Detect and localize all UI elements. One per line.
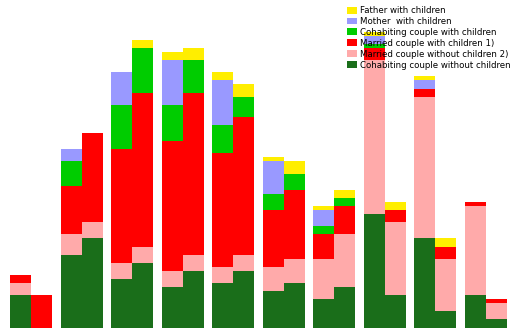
Bar — [263, 291, 284, 328]
Bar — [82, 133, 103, 222]
Bar — [60, 255, 82, 328]
Bar — [233, 117, 254, 255]
Bar — [385, 202, 406, 210]
Bar — [414, 97, 435, 238]
Bar — [414, 80, 435, 88]
Bar — [233, 255, 254, 271]
Bar — [385, 222, 406, 295]
Bar — [284, 283, 305, 328]
Bar — [60, 162, 82, 186]
Legend: Father with children, Mother  with children, Cohabiting couple with children, Ma: Father with children, Mother with childr… — [346, 4, 513, 71]
Bar — [435, 247, 457, 259]
Bar — [111, 149, 132, 263]
Bar — [161, 52, 183, 60]
Bar — [10, 283, 31, 295]
Bar — [435, 311, 457, 328]
Bar — [132, 40, 154, 48]
Bar — [363, 214, 385, 328]
Bar — [212, 72, 233, 80]
Bar — [183, 93, 204, 255]
Bar — [212, 153, 233, 267]
Bar — [233, 271, 254, 328]
Bar — [363, 36, 385, 44]
Bar — [334, 206, 356, 234]
Bar — [284, 259, 305, 283]
Bar — [263, 194, 284, 210]
Bar — [132, 247, 154, 263]
Bar — [233, 84, 254, 97]
Bar — [161, 60, 183, 105]
Bar — [161, 105, 183, 141]
Bar — [334, 287, 356, 328]
Bar — [465, 295, 486, 328]
Bar — [111, 279, 132, 328]
Bar — [111, 105, 132, 149]
Bar — [313, 226, 334, 234]
Bar — [465, 206, 486, 295]
Bar — [363, 44, 385, 48]
Bar — [284, 173, 305, 190]
Bar — [82, 238, 103, 328]
Bar — [212, 283, 233, 328]
Bar — [284, 162, 305, 173]
Bar — [60, 186, 82, 234]
Bar — [486, 303, 507, 319]
Bar — [233, 97, 254, 117]
Bar — [263, 158, 284, 162]
Bar — [132, 93, 154, 247]
Bar — [263, 267, 284, 291]
Bar — [486, 319, 507, 328]
Bar — [183, 60, 204, 93]
Bar — [313, 234, 334, 259]
Bar — [334, 234, 356, 287]
Bar — [435, 238, 457, 247]
Bar — [313, 206, 334, 210]
Bar — [31, 295, 52, 328]
Bar — [284, 190, 305, 259]
Bar — [313, 299, 334, 328]
Bar — [313, 259, 334, 299]
Bar — [10, 295, 31, 328]
Bar — [263, 162, 284, 194]
Bar — [183, 255, 204, 271]
Bar — [183, 271, 204, 328]
Bar — [212, 80, 233, 125]
Bar — [414, 88, 435, 97]
Bar — [161, 271, 183, 287]
Bar — [183, 48, 204, 60]
Bar — [60, 234, 82, 255]
Bar — [82, 222, 103, 238]
Bar — [111, 72, 132, 105]
Bar — [161, 287, 183, 328]
Bar — [414, 238, 435, 328]
Bar — [435, 259, 457, 311]
Bar — [161, 141, 183, 271]
Bar — [385, 210, 406, 222]
Bar — [363, 32, 385, 36]
Bar — [363, 48, 385, 60]
Bar — [334, 198, 356, 206]
Bar — [132, 263, 154, 328]
Bar — [334, 190, 356, 198]
Bar — [263, 210, 284, 267]
Bar — [111, 263, 132, 279]
Bar — [60, 149, 82, 162]
Bar — [212, 125, 233, 153]
Bar — [212, 267, 233, 283]
Bar — [313, 210, 334, 226]
Bar — [10, 275, 31, 283]
Bar — [486, 299, 507, 303]
Bar — [363, 60, 385, 214]
Bar — [385, 295, 406, 328]
Bar — [414, 76, 435, 80]
Bar — [465, 202, 486, 206]
Bar — [132, 48, 154, 93]
